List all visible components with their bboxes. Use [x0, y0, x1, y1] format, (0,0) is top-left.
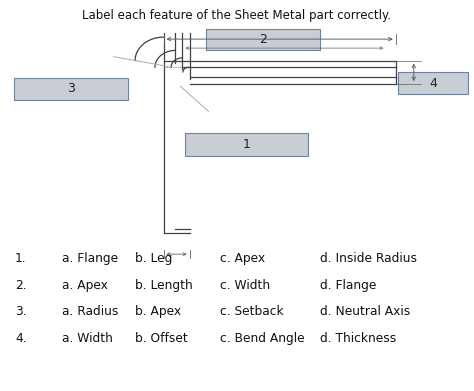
Text: b. Leg: b. Leg: [135, 252, 173, 265]
Text: 1: 1: [243, 138, 250, 151]
Text: a. Flange: a. Flange: [62, 252, 118, 265]
Text: Label each feature of the Sheet Metal part correctly.: Label each feature of the Sheet Metal pa…: [82, 9, 392, 22]
Bar: [14, 78, 128, 100]
Text: a. Apex: a. Apex: [62, 279, 108, 292]
Text: c. Setback: c. Setback: [220, 305, 283, 318]
Bar: [398, 72, 468, 94]
Bar: [206, 29, 320, 50]
Text: b. Length: b. Length: [135, 279, 193, 292]
Text: 2: 2: [259, 33, 267, 46]
Text: b. Offset: b. Offset: [135, 332, 188, 345]
Text: d. Thickness: d. Thickness: [320, 332, 396, 345]
Text: 4: 4: [429, 77, 437, 90]
Text: c. Bend Angle: c. Bend Angle: [220, 332, 305, 345]
Text: b. Apex: b. Apex: [135, 305, 181, 318]
Bar: [185, 133, 308, 156]
Text: 1.: 1.: [15, 252, 27, 265]
Text: 4.: 4.: [15, 332, 27, 345]
Text: d. Inside Radius: d. Inside Radius: [320, 252, 417, 265]
Text: 3.: 3.: [15, 305, 27, 318]
Text: 2.: 2.: [15, 279, 27, 292]
Text: c. Width: c. Width: [220, 279, 270, 292]
Text: d. Flange: d. Flange: [320, 279, 376, 292]
Text: a. Radius: a. Radius: [62, 305, 118, 318]
Text: d. Neutral Axis: d. Neutral Axis: [320, 305, 410, 318]
Text: c. Apex: c. Apex: [220, 252, 265, 265]
Text: a. Width: a. Width: [62, 332, 113, 345]
Text: 3: 3: [67, 83, 75, 95]
